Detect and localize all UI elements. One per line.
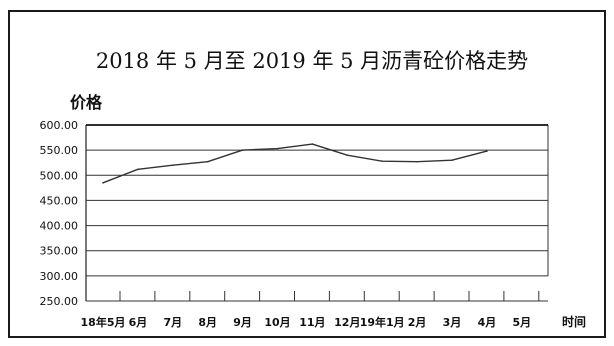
- data-point: [346, 154, 349, 156]
- y-tick-label: 450.00: [40, 194, 79, 207]
- data-point: [451, 159, 453, 161]
- x-tick-label: 5月: [512, 316, 531, 329]
- x-tick-label: 11月: [299, 316, 325, 329]
- x-tick-label: 19年1月: [360, 315, 405, 329]
- x-tick-label: 4月: [478, 316, 497, 329]
- data-point: [172, 164, 174, 167]
- x-axis-label: 时间: [562, 314, 586, 329]
- y-tick-label: 250.00: [40, 295, 79, 308]
- x-tick-label: 8月: [198, 316, 217, 329]
- y-axis-label: 价格: [70, 93, 103, 112]
- data-point: [416, 160, 418, 163]
- data-point: [241, 149, 244, 151]
- x-tick-label: 10月: [264, 316, 290, 329]
- data-point: [311, 143, 314, 145]
- series-lines: [102, 143, 488, 184]
- y-tick-label: 500.00: [40, 169, 79, 182]
- data-point: [486, 150, 488, 152]
- x-tick-label: 6月: [129, 316, 148, 329]
- y-tick-label: 350.00: [40, 245, 79, 258]
- y-tick-label: 550.00: [40, 144, 79, 157]
- chart-frame: [8, 10, 606, 338]
- y-tick-label: 400.00: [40, 220, 79, 233]
- x-tick-label: 12月: [334, 316, 360, 329]
- data-point: [137, 168, 139, 171]
- data-point: [276, 147, 279, 150]
- y-tick-label: 600.00: [40, 119, 79, 132]
- data-point: [102, 182, 104, 184]
- data-point: [381, 160, 384, 163]
- x-tick-label: 7月: [163, 316, 182, 329]
- x-tick-label: 3月: [443, 316, 462, 329]
- x-tick-labels: 18年5月 6月 7月 8月 9月 10月 11月 12月 19年1月 2月 3月 4月 5月: [81, 315, 532, 329]
- data-point: [206, 160, 209, 163]
- series-line-0: [102, 143, 488, 184]
- y-tick-labels: 600.00 550.00 500.00 450.00 400.00 350.00 300.…: [40, 119, 79, 308]
- grid-lines: [85, 124, 549, 302]
- x-tick-label: 9月: [233, 316, 252, 329]
- x-tick-label: 2月: [408, 316, 427, 329]
- y-tick-label: 300.00: [40, 270, 79, 283]
- x-tick-label: 18年5月: [81, 315, 126, 329]
- chart-title: 2018 年 5 月至 2019 年 5 月沥青砼价格走势: [96, 49, 528, 73]
